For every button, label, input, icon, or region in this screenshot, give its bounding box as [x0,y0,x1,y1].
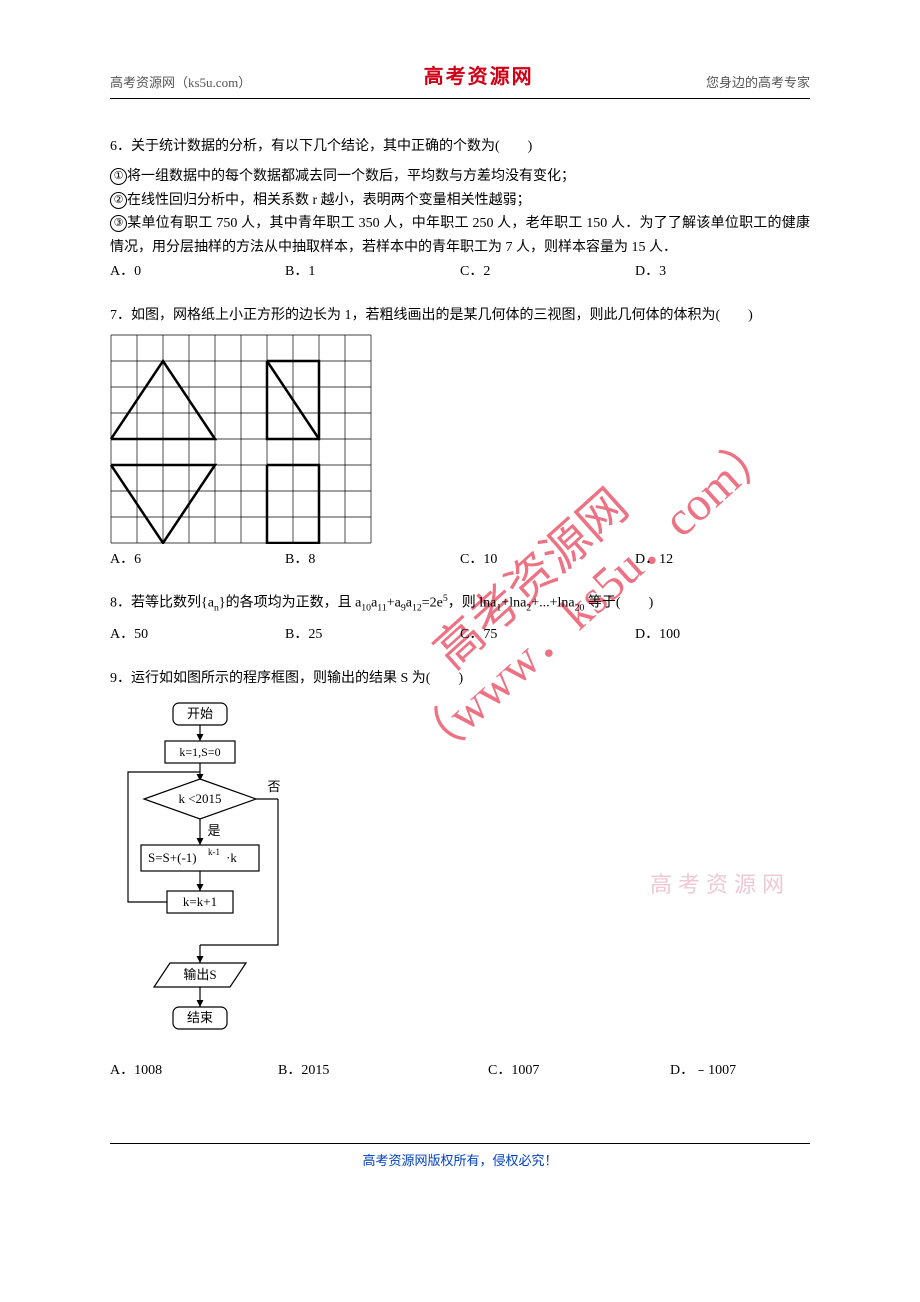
q9-flowchart: 开始 k=1,S=0 k <2015 否是 S=S+(-1) k-1 ·k k=k+1 输出S 结… [110,697,310,1057]
header-right: 您身边的高考专家 [706,72,810,94]
q8-option-b: B．25 [285,623,460,647]
svg-text:k-1: k-1 [208,847,220,857]
q7-options: A．6 B．8 C．10 D．12 [110,548,810,572]
page-footer: 高考资源网版权所有，侵权必究！ [110,1143,810,1172]
svg-text:·k: ·k [226,850,237,865]
q9-option-d: D．﹣1007 [670,1059,810,1083]
header-left: 高考资源网（ks5u.com） [110,72,251,94]
q9-option-c: C．1007 [488,1059,670,1083]
q9-option-a: A．1008 [110,1059,278,1083]
q6-stem: 6．关于统计数据的分析，有以下几个结论，其中正确的个数为( ) [110,135,810,159]
q9-option-b: B．2015 [278,1059,488,1083]
q7-option-d: D．12 [635,548,810,572]
q7-option-b: B．8 [285,548,460,572]
q7-stem: 7．如图，网格纸上小正方形的边长为 1，若粗线画出的是某几何体的三视图，则此几何… [110,304,810,328]
q7-option-a: A．6 [110,548,285,572]
q6-option-d: D．3 [635,260,810,284]
q8-option-c: C．75 [460,623,635,647]
q9-options: A．1008 B．2015 C．1007 D．﹣1007 [110,1059,810,1083]
svg-text:是: 是 [207,823,220,838]
q9-stem: 9．运行如如图所示的程序框图，则输出的结果 S 为( ) [110,667,810,691]
question-7: 7．如图，网格纸上小正方形的边长为 1，若粗线画出的是某几何体的三视图，则此几何… [110,304,810,572]
svg-text:输出S: 输出S [183,967,216,982]
q6-option-c: C．2 [460,260,635,284]
q8-option-a: A．50 [110,623,285,647]
svg-text:结束: 结束 [187,1010,213,1025]
q8-stem: 8．若等比数列{an}的各项均为正数，且 a10a11+a9a12=2e5，则 … [110,591,810,617]
svg-text:k <2015: k <2015 [178,791,221,806]
q6-item-2: ②在线性回归分析中，相关系数 r 越小，表明两个变量相关性越弱； [110,189,810,213]
q6-option-a: A．0 [110,260,285,284]
q7-option-c: C．10 [460,548,635,572]
q6-item-1: ①将一组数据中的每个数据都减去同一个数后，平均数与方差均没有变化； [110,165,810,189]
svg-text:S=S+(-1): S=S+(-1) [148,850,197,865]
svg-text:否: 否 [267,779,280,794]
question-8: 8．若等比数列{an}的各项均为正数，且 a10a11+a9a12=2e5，则 … [110,591,810,647]
q7-three-view-figure [110,334,372,544]
header-center: 高考资源网 [424,60,534,94]
svg-text:开始: 开始 [187,706,213,721]
q8-options: A．50 B．25 C．75 D．100 [110,623,810,647]
q6-options: A．0 B．1 C．2 D．3 [110,260,810,284]
q8-option-d: D．100 [635,623,810,647]
q6-option-b: B．1 [285,260,460,284]
q6-item-3: ③某单位有职工 750 人，其中青年职工 350 人，中年职工 250 人，老年… [110,212,810,260]
svg-text:k=1,S=0: k=1,S=0 [179,745,220,759]
question-6: 6．关于统计数据的分析，有以下几个结论，其中正确的个数为( ) ①将一组数据中的… [110,135,810,284]
page-header: 高考资源网（ks5u.com） 高考资源网 您身边的高考专家 [110,60,810,99]
question-9: 9．运行如如图所示的程序框图，则输出的结果 S 为( ) 开始 k=1,S=0 k … [110,667,810,1083]
svg-text:k=k+1: k=k+1 [183,894,217,909]
